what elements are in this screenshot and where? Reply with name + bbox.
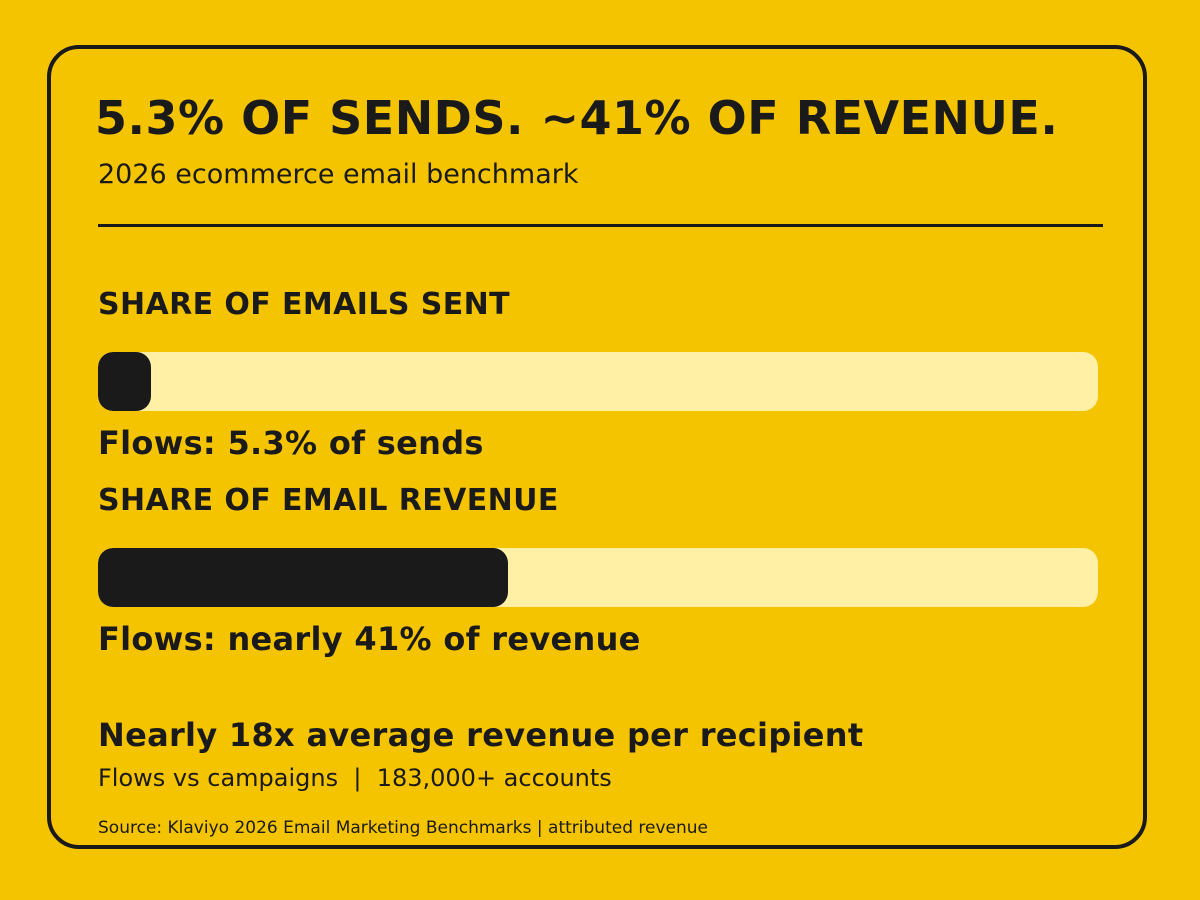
- divider: [98, 224, 1103, 227]
- subtitle: 2026 ecommerce email benchmark: [98, 159, 579, 190]
- revenue-bar-track: [98, 548, 1098, 607]
- source-note: Source: Klaviyo 2026 Email Marketing Ben…: [98, 818, 708, 838]
- revenue-section-title: SHARE OF EMAIL REVENUE: [98, 483, 559, 518]
- benchmark-card: [47, 45, 1147, 849]
- sends-bar-fill: [98, 352, 151, 411]
- stat-title: Nearly 18x average revenue per recipient: [98, 716, 864, 754]
- headline: 5.3% OF SENDS. ~41% OF REVENUE.: [95, 91, 1059, 145]
- stat-detail: Flows vs campaigns | 183,000+ accounts: [98, 764, 612, 792]
- revenue-bar-label: Flows: nearly 41% of revenue: [98, 620, 641, 658]
- sends-bar-track: [98, 352, 1098, 411]
- sends-bar-label: Flows: 5.3% of sends: [98, 424, 484, 462]
- sends-section-title: SHARE OF EMAILS SENT: [98, 287, 510, 322]
- revenue-bar-fill: [98, 548, 508, 607]
